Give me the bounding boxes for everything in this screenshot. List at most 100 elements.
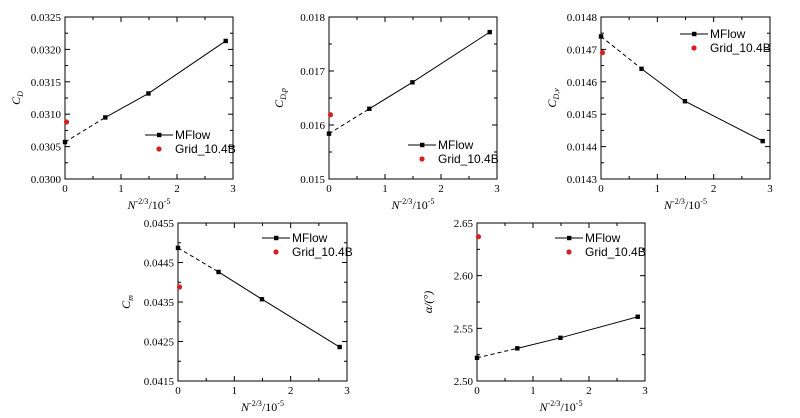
y-tick-label: 0.0144 bbox=[567, 142, 598, 154]
legend-grid-label: Grid_10.4B bbox=[710, 41, 771, 55]
mflow-point bbox=[367, 106, 372, 111]
y-axis-label: CD,v bbox=[545, 88, 561, 108]
x-tick-label: 1 bbox=[382, 183, 388, 195]
legend-grid-label: Grid_10.4B bbox=[438, 152, 499, 166]
x-tick-label: 2 bbox=[174, 183, 180, 195]
y-tick-label: 2.50 bbox=[454, 376, 474, 388]
mflow-series-line bbox=[105, 40, 227, 118]
mflow-point bbox=[146, 91, 151, 96]
y-tick-label: 0.0455 bbox=[144, 218, 175, 230]
extrapolation-line bbox=[328, 108, 370, 135]
y-tick-label: 0.0145 bbox=[567, 109, 598, 121]
y-tick-label: 0.0310 bbox=[31, 109, 62, 121]
chart-panel-1: 0 1 2 3 0.0300 0.0305 0.0310 0.0315 0.0320 0.0325… bbox=[9, 12, 236, 212]
y-tick-label: 0.0325 bbox=[31, 12, 62, 24]
x-tick-label: 2 bbox=[586, 385, 592, 397]
legend-mflow-label: MFlow bbox=[292, 231, 328, 245]
legend-mflow-marker bbox=[567, 235, 572, 241]
mflow-point bbox=[259, 297, 265, 302]
mflow-series-line bbox=[517, 316, 638, 349]
legend-mflow-label: MFlow bbox=[585, 231, 621, 245]
chart-panel-3: 0 1 2 3 0.0143 0.0144 0.0145 0.0146 0.0147 0.0148… bbox=[545, 12, 773, 212]
y-tick-label: 0.0147 bbox=[567, 44, 598, 56]
legend-mflow-marker bbox=[274, 235, 279, 241]
grid-reference-point bbox=[176, 284, 183, 290]
y-tick-label: 0.0435 bbox=[144, 297, 175, 309]
extrapolation-line bbox=[476, 347, 518, 359]
y-tick-label: 2.60 bbox=[454, 271, 474, 283]
x-tick-label: 1 bbox=[232, 385, 238, 397]
y-tick-label: 0.0148 bbox=[567, 12, 598, 24]
extrapolation-line bbox=[64, 117, 106, 143]
legend-grid-marker bbox=[156, 146, 162, 152]
y-tick-label: 0.016 bbox=[300, 120, 325, 132]
x-axis-label: N-2/3/10-5 bbox=[663, 197, 707, 212]
grid-reference-point bbox=[327, 112, 334, 118]
grid-reference-point bbox=[599, 50, 606, 56]
x-tick-label: 2 bbox=[711, 183, 717, 195]
legend-grid-marker bbox=[691, 45, 697, 51]
y-tick-label: 0.015 bbox=[300, 174, 325, 186]
legend-grid-label: Grid_10.4B bbox=[292, 245, 353, 259]
mflow-point bbox=[760, 138, 765, 144]
y-tick-label: 0.0425 bbox=[144, 337, 175, 349]
mflow-point bbox=[682, 99, 688, 104]
mflow-point bbox=[103, 115, 108, 120]
legend-grid-label: Grid_10.4B bbox=[585, 245, 646, 259]
grid-reference-point bbox=[475, 234, 482, 240]
extrapolation-line bbox=[177, 247, 219, 273]
y-tick-label: 2.55 bbox=[454, 323, 474, 335]
x-tick-label: 1 bbox=[530, 385, 536, 397]
y-tick-label: 0.018 bbox=[300, 12, 325, 24]
x-tick-label: 0 bbox=[326, 183, 332, 195]
mflow-intercept-point bbox=[474, 355, 480, 361]
mflow-intercept-point bbox=[598, 34, 604, 39]
y-axis-label: CD,p bbox=[272, 88, 288, 108]
mflow-point bbox=[558, 335, 563, 341]
y-axis-label: α/(°) bbox=[421, 291, 435, 313]
mflow-series-line bbox=[218, 271, 340, 348]
mflow-point bbox=[410, 80, 415, 85]
x-axis-label: N-2/3/10-5 bbox=[391, 197, 435, 212]
mflow-point bbox=[639, 66, 644, 72]
x-tick-label: 1 bbox=[118, 183, 124, 195]
y-tick-label: 0.0146 bbox=[567, 77, 598, 89]
x-tick-label: 1 bbox=[655, 183, 661, 195]
legend-grid-label: Grid_10.4B bbox=[175, 142, 236, 156]
legend-mflow-label: MFlow bbox=[438, 138, 474, 152]
x-tick-label: 3 bbox=[344, 385, 350, 397]
x-tick-label: 0 bbox=[62, 183, 68, 195]
y-tick-label: 0.017 bbox=[300, 66, 325, 78]
mflow-point bbox=[487, 29, 492, 35]
extrapolation-line bbox=[600, 36, 642, 70]
y-tick-label: 0.0300 bbox=[31, 174, 62, 186]
legend-grid-marker bbox=[419, 156, 425, 162]
chart-panel-4: 0 1 2 3 0.0415 0.0425 0.0435 0.0445 0.0455 MFlowG… bbox=[119, 218, 353, 414]
y-tick-label: 0.0415 bbox=[144, 376, 175, 388]
x-tick-label: 3 bbox=[642, 385, 648, 397]
y-tick-label: 0.0315 bbox=[31, 77, 62, 89]
legend-grid-marker bbox=[566, 249, 572, 255]
mflow-intercept-point bbox=[326, 131, 332, 136]
y-tick-label: 0.0320 bbox=[31, 44, 62, 56]
legend-mflow-label: MFlow bbox=[710, 27, 746, 41]
x-tick-label: 3 bbox=[767, 183, 773, 195]
x-tick-label: 2 bbox=[288, 385, 294, 397]
legend-mflow-marker bbox=[692, 31, 697, 37]
legend-grid-marker bbox=[273, 249, 279, 255]
x-axis-label: N-2/3/10-5 bbox=[127, 197, 171, 212]
legend-mflow-marker bbox=[157, 132, 162, 138]
x-tick-label: 0 bbox=[598, 183, 604, 195]
x-axis-label: N-2/3/10-5 bbox=[240, 399, 284, 414]
legend-mflow-label: MFlow bbox=[175, 128, 211, 142]
y-axis-label: CD bbox=[9, 91, 25, 105]
mflow-intercept-point bbox=[62, 139, 68, 145]
y-tick-label: 2.65 bbox=[454, 218, 474, 230]
